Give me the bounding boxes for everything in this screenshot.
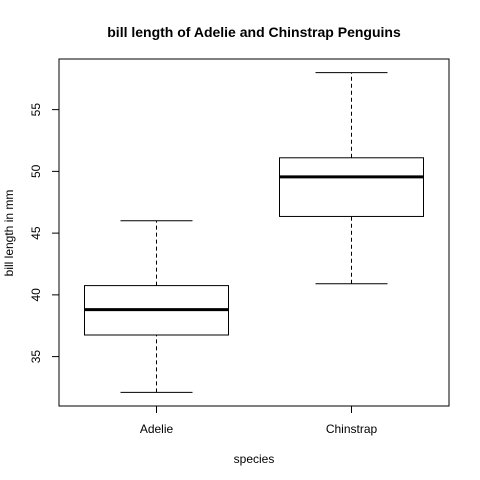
x-tick-label: Chinstrap: [326, 422, 378, 436]
box-chinstrap: [279, 157, 424, 217]
plot-area: 35 40 45 50 55 Adelie Chinstrap: [29, 58, 450, 436]
y-tick-label: 45: [29, 226, 43, 240]
y-tick-label: 40: [29, 288, 43, 302]
y-tick-label: 55: [29, 103, 43, 117]
y-axis-title: bill length in mm: [2, 190, 16, 277]
chart-title: bill length of Adelie and Chinstrap Peng…: [107, 24, 401, 40]
y-tick-label: 35: [29, 350, 43, 364]
plot-frame: [58, 58, 450, 407]
x-axis-title: species: [234, 452, 275, 466]
y-tick-label: 50: [29, 164, 43, 178]
x-tick-label: Adelie: [140, 422, 174, 436]
